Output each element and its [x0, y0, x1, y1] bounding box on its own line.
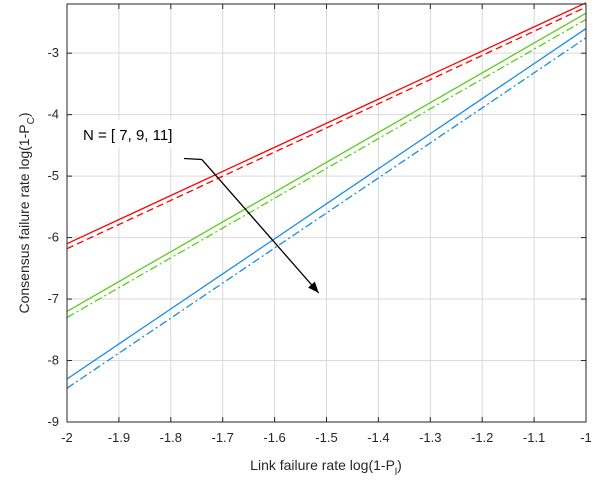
x-tick-label: -1.6 — [263, 430, 285, 445]
x-tick-label: -1.2 — [471, 430, 493, 445]
x-tick-label: -1.5 — [315, 430, 337, 445]
annotation: N = [ 7, 9, 11] — [80, 120, 320, 294]
annotation-arrow-line — [201, 159, 320, 294]
series-lines — [66, 2, 587, 389]
y-tick-label: -5 — [47, 168, 59, 183]
series-line-3-solid — [66, 12, 587, 312]
y-axis-label: Consensus failure rate log(1-PC) — [16, 112, 37, 313]
x-tick-label: -1.9 — [108, 430, 130, 445]
series-line-5-solid — [66, 28, 587, 380]
y-tick-label: -9 — [47, 414, 59, 429]
x-axis-label: Link failure rate log(1-Pl) — [250, 457, 402, 478]
x-tick-label: -2 — [61, 430, 73, 445]
y-tick-label: -6 — [47, 230, 59, 245]
y-ticks: -9 -8 -7 -6 -5 -4 -3 — [47, 45, 586, 429]
y-tick-label: -4 — [47, 107, 59, 122]
series-line-2-dashed — [66, 6, 587, 250]
x-tick-label: -1.8 — [160, 430, 182, 445]
annotation-text: N = [ 7, 9, 11] — [83, 127, 172, 144]
x-tick-label: -1.1 — [523, 430, 545, 445]
x-ticks: -2 -1.9 -1.8 -1.7 -1.6 -1.5 -1.4 -1.3 -1.2 -1.1 -1 — [61, 4, 592, 445]
y-tick-label: -7 — [47, 291, 59, 306]
series-line-4-dashdot — [66, 18, 587, 319]
x-tick-label: -1 — [580, 430, 592, 445]
annotation-background — [80, 120, 198, 148]
series-line-1-solid — [66, 2, 587, 245]
x-tick-label: -1.4 — [367, 430, 389, 445]
x-tick-label: -1.3 — [419, 430, 441, 445]
annotation-arrow-head — [308, 281, 319, 293]
y-tick-label: -8 — [47, 353, 59, 368]
x-tick-label: -1.7 — [211, 430, 233, 445]
y-tick-label: -3 — [47, 45, 59, 60]
annotation-leader — [183, 157, 202, 161]
